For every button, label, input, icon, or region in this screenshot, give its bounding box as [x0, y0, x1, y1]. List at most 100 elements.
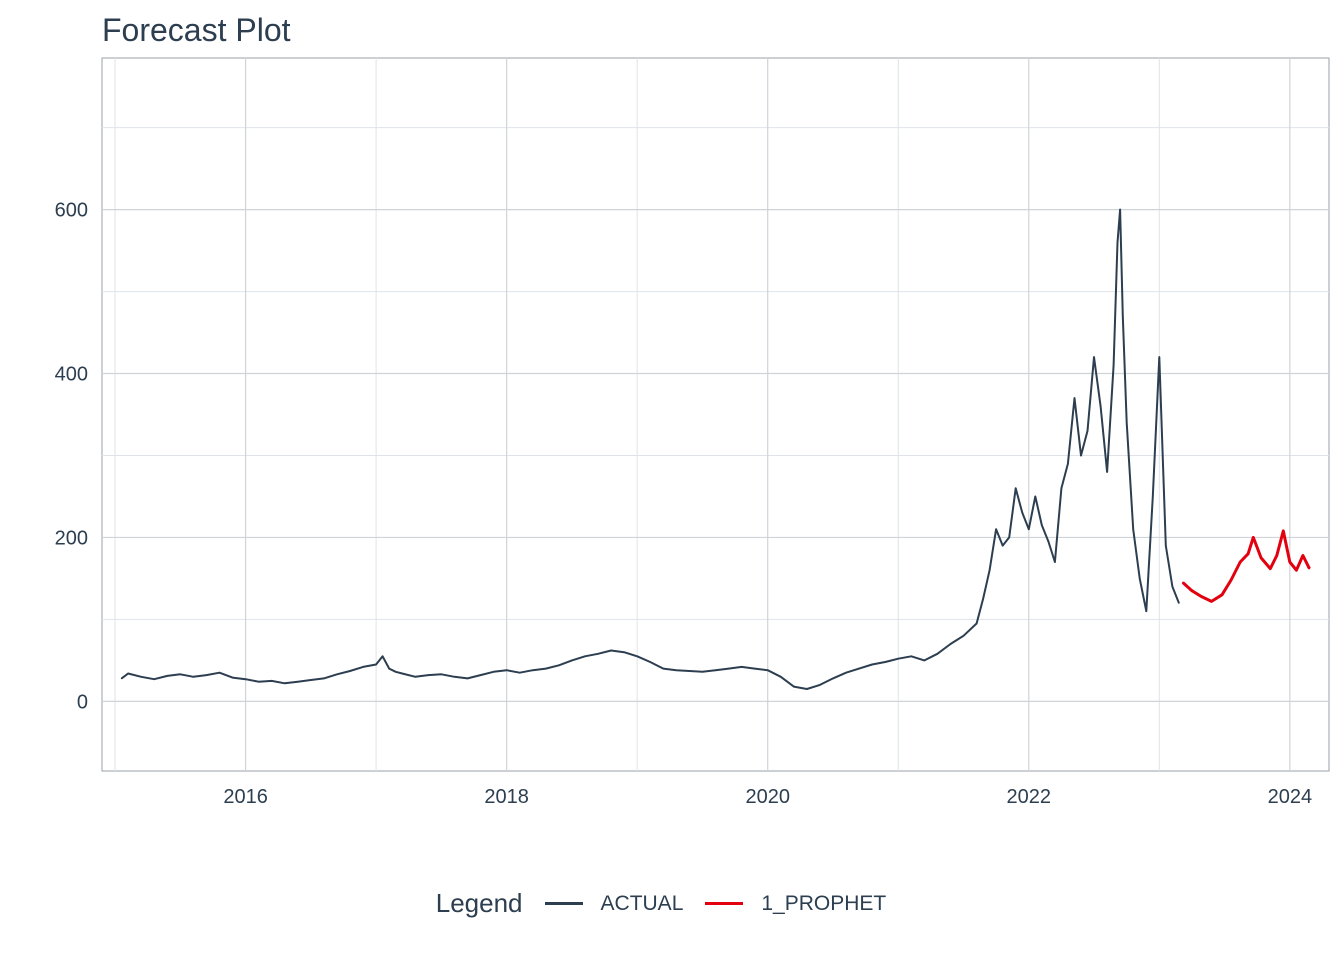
legend-title: Legend	[435, 888, 523, 918]
data-point	[1116, 241, 1119, 244]
data-point	[727, 667, 730, 670]
data-point	[283, 682, 286, 685]
data-point	[1247, 553, 1249, 555]
data-point	[884, 661, 886, 663]
data-point	[1239, 561, 1241, 563]
data-point	[1302, 554, 1304, 557]
data-point	[323, 677, 325, 680]
data-point	[936, 653, 939, 655]
data-point	[127, 672, 129, 675]
data-point	[793, 685, 795, 688]
x-tick-label: 2018	[484, 786, 529, 808]
data-point	[1200, 595, 1202, 598]
legend-label-prophet: 1_PROPHET	[761, 891, 887, 915]
data-point	[336, 673, 338, 676]
data-point	[766, 669, 769, 671]
data-point	[597, 653, 599, 655]
data-point	[1182, 581, 1184, 584]
data-point	[362, 666, 364, 668]
data-point	[1221, 594, 1223, 596]
y-tick-label: 400	[55, 364, 88, 386]
data-point	[257, 680, 260, 683]
data-point	[1308, 567, 1311, 570]
data-point	[740, 666, 743, 668]
data-point	[505, 669, 508, 671]
data-point	[923, 659, 926, 662]
data-point	[381, 655, 384, 658]
y-tick-label: 600	[55, 200, 88, 222]
data-point	[1122, 315, 1124, 318]
data-point	[532, 669, 534, 671]
data-point	[427, 674, 430, 676]
data-point	[1086, 430, 1089, 432]
data-point	[1014, 487, 1017, 490]
data-point	[192, 676, 195, 678]
data-point	[649, 661, 651, 663]
data-point	[231, 676, 234, 679]
data-point	[349, 670, 351, 672]
series-line-actual	[120, 208, 1180, 690]
data-point	[244, 678, 247, 680]
data-point	[701, 671, 704, 673]
data-point	[166, 675, 169, 677]
legend-item-prophet: 1_PROPHET	[705, 892, 886, 916]
data-point	[1145, 610, 1148, 612]
data-point	[545, 667, 547, 670]
data-point	[1252, 536, 1255, 539]
data-point	[153, 678, 155, 680]
data-point	[1112, 364, 1115, 367]
data-point	[1269, 567, 1272, 570]
data-point	[388, 667, 391, 670]
data-point	[988, 569, 991, 571]
data-point	[636, 655, 638, 658]
data-point	[1276, 554, 1278, 557]
x-tick-label: 2022	[1007, 786, 1052, 808]
data-point	[479, 674, 482, 676]
data-point	[440, 673, 443, 676]
data-point	[375, 663, 377, 666]
data-point	[623, 651, 625, 653]
data-point	[1282, 530, 1285, 532]
data-point	[310, 679, 312, 681]
data-point	[401, 672, 404, 675]
plot-panel	[101, 57, 1330, 772]
data-point	[1295, 569, 1298, 571]
data-point	[1158, 356, 1161, 358]
legend-key-actual	[544, 902, 583, 905]
grid-lines	[102, 58, 1329, 771]
data-point	[394, 671, 397, 673]
data-point	[1041, 524, 1043, 526]
data-point	[910, 655, 913, 658]
y-tick-label: 0	[77, 691, 88, 713]
data-point	[1099, 405, 1102, 408]
data-point	[662, 667, 665, 670]
x-tick-label: 2020	[745, 786, 790, 808]
axis-ticks: 2016 2018 2020 2022 2024 0 200 400 600	[55, 200, 1312, 808]
data-point	[714, 669, 717, 671]
data-point	[1138, 577, 1141, 580]
data-point	[453, 676, 456, 678]
data-point	[1034, 495, 1037, 498]
data-point	[871, 663, 873, 666]
data-point	[975, 622, 978, 625]
data-point	[1067, 462, 1069, 465]
y-tick-label: 200	[55, 527, 88, 549]
data-point	[1165, 544, 1167, 547]
data-point	[995, 528, 997, 530]
data-point	[845, 671, 847, 674]
data-point	[1152, 495, 1154, 498]
data-point	[1132, 528, 1134, 530]
data-point	[1171, 585, 1174, 588]
data-point	[675, 669, 678, 671]
data-point	[753, 667, 756, 670]
data-point	[1073, 397, 1076, 399]
data-point	[414, 676, 417, 678]
data-point	[1047, 540, 1050, 543]
data-point	[780, 676, 782, 678]
x-tick-label: 2016	[223, 786, 268, 808]
data-point	[962, 635, 965, 637]
data-point	[584, 655, 586, 658]
data-point	[120, 677, 123, 680]
data-point	[1125, 421, 1128, 424]
data-point	[270, 680, 273, 682]
